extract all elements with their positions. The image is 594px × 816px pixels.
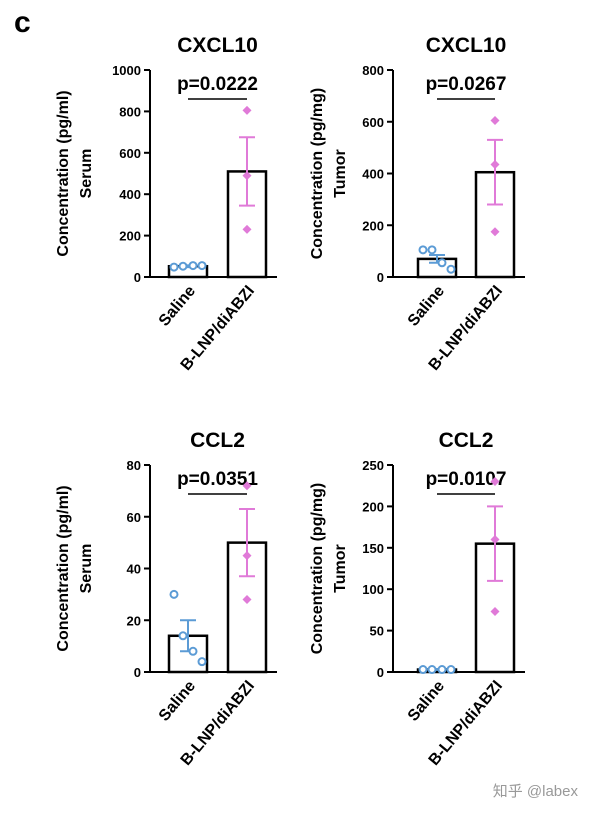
y-tick-label: 60 (127, 510, 141, 525)
y-axis-label: Concentration (pg/ml) (55, 90, 72, 256)
data-point (418, 665, 428, 675)
data-point (242, 224, 252, 234)
x-tick-label: Saline (156, 283, 199, 330)
data-point (188, 261, 198, 271)
data-point (490, 477, 500, 487)
y-tick-label: 0 (377, 665, 384, 680)
data-point (490, 115, 500, 125)
data-point (490, 227, 500, 237)
y-axis-label: Tumor (332, 544, 349, 593)
data-point (188, 646, 198, 656)
data-point (178, 631, 188, 641)
data-point (169, 262, 179, 272)
data-point (427, 245, 437, 255)
data-point (490, 159, 500, 169)
chart-title: CXCL10 (177, 34, 258, 57)
panel-label: c (14, 6, 31, 39)
data-point (242, 595, 252, 605)
data-point (197, 261, 207, 271)
data-point (242, 481, 252, 491)
y-tick-label: 50 (370, 624, 384, 639)
data-point (242, 551, 252, 561)
y-tick-label: 20 (127, 613, 141, 628)
chart-title: CCL2 (439, 429, 494, 452)
y-axis-label: Concentration (pg/mg) (309, 483, 326, 655)
y-tick-label: 200 (362, 218, 384, 233)
data-point (418, 245, 428, 255)
y-tick-label: 150 (362, 541, 384, 556)
y-tick-label: 600 (119, 146, 141, 161)
y-axis-label: Concentration (pg/mg) (309, 88, 326, 260)
data-point (490, 535, 500, 545)
data-point (490, 607, 500, 617)
y-tick-label: 200 (119, 229, 141, 244)
y-tick-label: 0 (377, 270, 384, 285)
data-point (197, 657, 207, 667)
y-tick-label: 400 (119, 187, 141, 202)
x-tick-label: Saline (405, 678, 448, 725)
data-point (437, 258, 447, 268)
y-tick-label: 800 (362, 63, 384, 78)
y-tick-label: 100 (362, 582, 384, 597)
error-bar (239, 507, 255, 578)
chart-title: CXCL10 (426, 34, 507, 57)
error-bar (487, 138, 503, 206)
annotation: p=0.0107 (426, 469, 507, 490)
x-tick-label: Saline (156, 678, 199, 725)
data-point (437, 665, 447, 675)
y-tick-label: 800 (119, 104, 141, 119)
chart-title: CCL2 (190, 429, 245, 452)
y-tick-label: 600 (362, 115, 384, 130)
y-tick-label: 200 (362, 499, 384, 514)
watermark: 知乎 @labex (493, 783, 579, 800)
y-axis-label: Serum (78, 149, 95, 199)
data-point (242, 171, 252, 181)
annotation: p=0.0351 (177, 469, 258, 490)
y-axis-label: Serum (78, 544, 95, 594)
y-tick-label: 0 (134, 270, 141, 285)
y-tick-label: 1000 (112, 63, 141, 78)
annotation: p=0.0222 (177, 74, 258, 95)
data-point (446, 665, 456, 675)
data-point (446, 264, 456, 274)
y-axis-label: Tumor (332, 149, 349, 198)
annotation: p=0.0267 (426, 74, 507, 95)
data-point (427, 665, 437, 675)
data-point (178, 261, 188, 271)
x-tick-label: Saline (405, 283, 448, 330)
y-tick-label: 80 (127, 458, 141, 473)
data-point (242, 105, 252, 115)
y-tick-label: 250 (362, 458, 384, 473)
y-axis-label: Concentration (pg/ml) (55, 485, 72, 651)
y-tick-label: 400 (362, 167, 384, 182)
y-tick-label: 0 (134, 665, 141, 680)
data-point (169, 589, 179, 599)
y-tick-label: 40 (127, 562, 141, 577)
